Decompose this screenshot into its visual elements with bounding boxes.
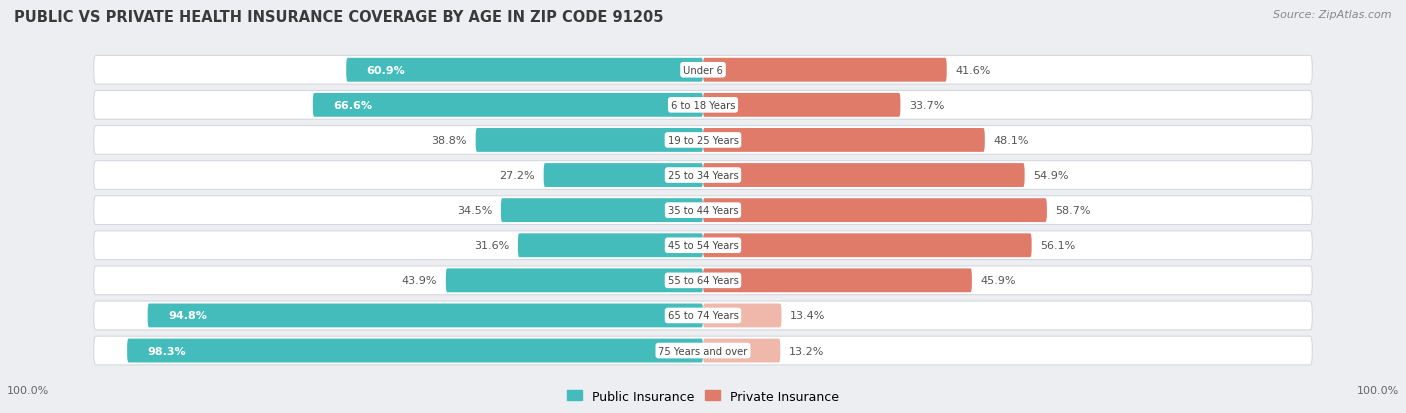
Text: 98.3%: 98.3% xyxy=(148,346,186,356)
Text: 65 to 74 Years: 65 to 74 Years xyxy=(668,311,738,320)
FancyBboxPatch shape xyxy=(148,304,703,328)
Text: 41.6%: 41.6% xyxy=(956,66,991,76)
Text: 75 Years and over: 75 Years and over xyxy=(658,346,748,356)
Text: 100.0%: 100.0% xyxy=(1357,385,1399,395)
Text: 45.9%: 45.9% xyxy=(981,275,1017,286)
Text: 25 to 34 Years: 25 to 34 Years xyxy=(668,171,738,180)
FancyBboxPatch shape xyxy=(94,91,1312,120)
FancyBboxPatch shape xyxy=(703,234,1032,258)
Text: 13.4%: 13.4% xyxy=(790,311,825,320)
Text: 66.6%: 66.6% xyxy=(333,101,373,111)
FancyBboxPatch shape xyxy=(703,339,780,363)
Text: 55 to 64 Years: 55 to 64 Years xyxy=(668,275,738,286)
Text: 31.6%: 31.6% xyxy=(474,241,509,251)
Text: 35 to 44 Years: 35 to 44 Years xyxy=(668,206,738,216)
FancyBboxPatch shape xyxy=(346,59,703,83)
Text: 13.2%: 13.2% xyxy=(789,346,824,356)
FancyBboxPatch shape xyxy=(703,304,782,328)
Text: PUBLIC VS PRIVATE HEALTH INSURANCE COVERAGE BY AGE IN ZIP CODE 91205: PUBLIC VS PRIVATE HEALTH INSURANCE COVER… xyxy=(14,10,664,25)
Text: 34.5%: 34.5% xyxy=(457,206,492,216)
Text: 45 to 54 Years: 45 to 54 Years xyxy=(668,241,738,251)
FancyBboxPatch shape xyxy=(517,234,703,258)
Text: 94.8%: 94.8% xyxy=(169,311,207,320)
FancyBboxPatch shape xyxy=(703,129,984,152)
Text: 100.0%: 100.0% xyxy=(7,385,49,395)
Text: 48.1%: 48.1% xyxy=(994,135,1029,146)
FancyBboxPatch shape xyxy=(94,196,1312,225)
Text: 38.8%: 38.8% xyxy=(432,135,467,146)
Text: 33.7%: 33.7% xyxy=(910,101,945,111)
FancyBboxPatch shape xyxy=(703,199,1047,223)
Text: 54.9%: 54.9% xyxy=(1033,171,1069,180)
FancyBboxPatch shape xyxy=(501,199,703,223)
FancyBboxPatch shape xyxy=(544,164,703,188)
Text: 60.9%: 60.9% xyxy=(367,66,405,76)
FancyBboxPatch shape xyxy=(94,266,1312,295)
FancyBboxPatch shape xyxy=(703,269,972,292)
FancyBboxPatch shape xyxy=(94,231,1312,260)
Legend: Public Insurance, Private Insurance: Public Insurance, Private Insurance xyxy=(567,390,839,403)
FancyBboxPatch shape xyxy=(703,164,1025,188)
Text: Under 6: Under 6 xyxy=(683,66,723,76)
FancyBboxPatch shape xyxy=(703,94,900,117)
FancyBboxPatch shape xyxy=(475,129,703,152)
FancyBboxPatch shape xyxy=(94,336,1312,365)
FancyBboxPatch shape xyxy=(94,301,1312,330)
Text: 27.2%: 27.2% xyxy=(499,171,534,180)
Text: 58.7%: 58.7% xyxy=(1056,206,1091,216)
FancyBboxPatch shape xyxy=(127,339,703,363)
FancyBboxPatch shape xyxy=(446,269,703,292)
Text: Source: ZipAtlas.com: Source: ZipAtlas.com xyxy=(1274,10,1392,20)
FancyBboxPatch shape xyxy=(94,126,1312,155)
FancyBboxPatch shape xyxy=(703,59,946,83)
FancyBboxPatch shape xyxy=(314,94,703,117)
FancyBboxPatch shape xyxy=(94,56,1312,85)
FancyBboxPatch shape xyxy=(94,161,1312,190)
Text: 19 to 25 Years: 19 to 25 Years xyxy=(668,135,738,146)
Text: 56.1%: 56.1% xyxy=(1040,241,1076,251)
Text: 43.9%: 43.9% xyxy=(402,275,437,286)
Text: 6 to 18 Years: 6 to 18 Years xyxy=(671,101,735,111)
